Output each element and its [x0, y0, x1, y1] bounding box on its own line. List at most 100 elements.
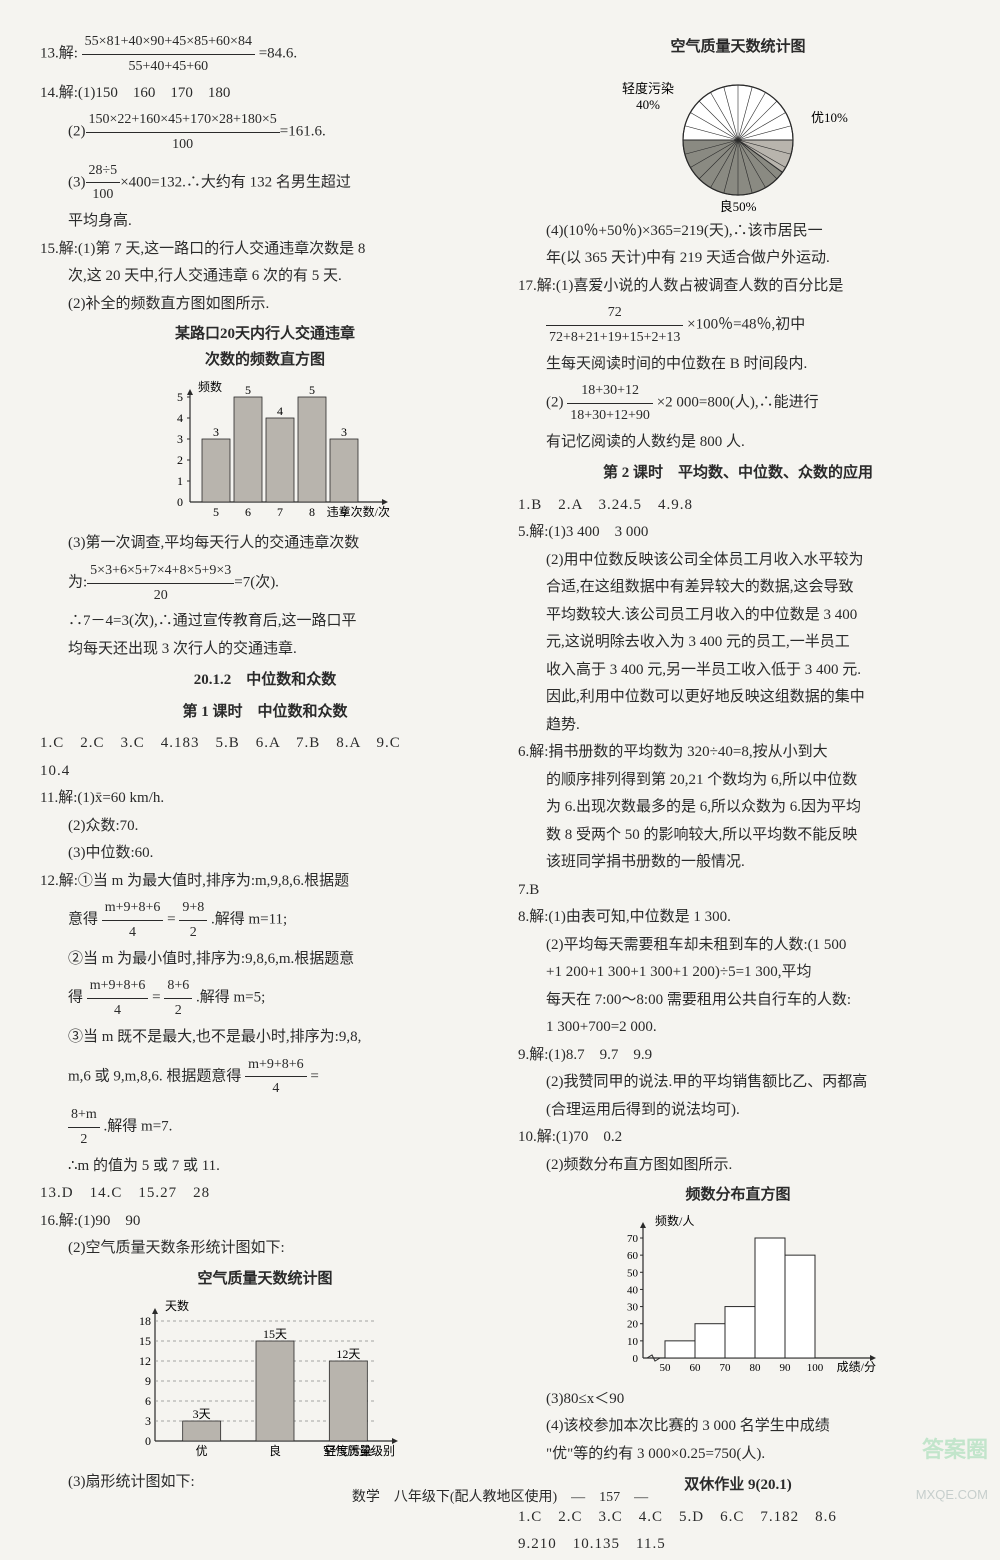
pie-title: 空气质量天数统计图 — [518, 35, 958, 61]
svg-text:70: 70 — [627, 1233, 639, 1245]
svg-text:8: 8 — [309, 505, 315, 519]
svg-text:12天: 12天 — [336, 1347, 360, 1361]
svg-text:3: 3 — [177, 432, 183, 446]
right-column: 空气质量天数统计图 轻度污染40%优10%良50% (4)(10％+50％)×3… — [518, 30, 958, 1560]
q10-l1: 10.解:(1)70 0.2 — [518, 1125, 958, 1151]
svg-text:9: 9 — [145, 1374, 151, 1388]
svg-text:60: 60 — [627, 1250, 639, 1262]
svg-text:优10%: 优10% — [811, 110, 848, 125]
svg-text:优: 优 — [196, 1444, 208, 1458]
q5-l5: 元,这说明除去收入为 3 400 元的员工,一半员工 — [518, 630, 958, 656]
svg-text:30: 30 — [627, 1301, 639, 1313]
watermark-logo: 答案圈 — [922, 1431, 988, 1468]
q10-l3: (3)80≤x＜90 — [518, 1387, 958, 1413]
svg-text:50: 50 — [627, 1267, 639, 1279]
q16-l1: 16.解:(1)90 90 — [40, 1209, 490, 1235]
svg-text:15天: 15天 — [263, 1327, 287, 1341]
svg-text:成绩/分: 成绩/分 — [837, 1360, 876, 1374]
q14-l2: (2)150×22+160×45+170×28+180×5100=161.6. — [40, 108, 490, 157]
q15-l1: 15.解:(1)第 7 天,这一路口的行人交通违章次数是 8 — [40, 237, 490, 263]
svg-text:0: 0 — [177, 495, 183, 509]
svg-text:5: 5 — [309, 383, 315, 397]
q17-l5: 有记忆阅读的人数约是 800 人. — [518, 430, 958, 456]
q15-l2: 次,这 20 天中,行人交通违章 6 次的有 5 天. — [40, 264, 490, 290]
svg-text:100: 100 — [807, 1362, 824, 1374]
q14-l3: (3)28÷5100×400=132.∴大约有 132 名男生超过 — [40, 159, 490, 208]
answers-2: 13.D 14.C 15.27 28 — [40, 1181, 490, 1207]
svg-text:1: 1 — [177, 474, 183, 488]
svg-text:轻度污染: 轻度污染 — [622, 81, 674, 96]
svg-text:4: 4 — [177, 411, 183, 425]
q9-l3: (合理运用后得到的说法均可). — [518, 1098, 958, 1124]
svg-text:违章次数/次: 违章次数/次 — [327, 504, 390, 519]
q8-l2: (2)平均每天需要租车却未租到车的人数:(1 500 — [518, 933, 958, 959]
q12-l6: m,6 或 9,m,8,6. 根据题意得 m+9+8+64 = — [40, 1053, 490, 1102]
q8-l3: +1 200+1 300+1 300+1 200)÷5=1 300,平均 — [518, 960, 958, 986]
svg-text:6: 6 — [245, 505, 251, 519]
svg-text:10: 10 — [627, 1336, 639, 1348]
q12-l1: 12.解:①当 m 为最大值时,排序为:m,9,8,6.根据题 — [40, 869, 490, 895]
svg-text:0: 0 — [633, 1353, 639, 1365]
page-footer: 数学 八年级下(配人教地区使用) — 157 — — [0, 1486, 1000, 1510]
q17-l4: (2) 18+30+1218+30+12+90 ×2 000=800(人),∴能… — [518, 379, 958, 428]
svg-text:3天: 3天 — [193, 1407, 211, 1421]
watermark-url: MXQE.COM — [916, 1484, 988, 1506]
q17-l1: 17.解:(1)喜爱小说的人数占被调查人数的百分比是 — [518, 274, 958, 300]
q15-l3: (2)补全的频数直方图如图所示. — [40, 292, 490, 318]
q13: 13.解: 55×81+40×90+45×85+60×84 55+40+45+6… — [40, 30, 490, 79]
q16-chart-title: 空气质量天数统计图 — [40, 1267, 490, 1293]
svg-text:90: 90 — [780, 1362, 792, 1374]
q11-l2: (2)众数:70. — [40, 814, 490, 840]
svg-text:7: 7 — [277, 505, 283, 519]
q13-frac: 55×81+40×90+45×85+60×84 55+40+45+60 — [82, 30, 255, 79]
q14-l4: 平均身高. — [40, 209, 490, 235]
q10-chart: 102030405060700频数/人5060708090100成绩/分 — [518, 1213, 958, 1383]
q12-l3: ②当 m 为最小值时,排序为:9,8,6,m.根据题意 — [40, 947, 490, 973]
q14-l1: 14.解:(1)150 160 170 180 — [40, 81, 490, 107]
svg-text:2: 2 — [177, 453, 183, 467]
q15-l6: ∴7－4=3(次),∴通过宣传教育后,这一路口平 — [40, 609, 490, 635]
q15-l4: (3)第一次调查,平均每天行人的交通违章次数 — [40, 531, 490, 557]
section-lesson2: 第 2 课时 平均数、中位数、众数的应用 — [518, 461, 958, 487]
q8-l1: 8.解:(1)由表可知,中位数是 1 300. — [518, 905, 958, 931]
q15-l7: 均每天还出现 3 次行人的交通违章. — [40, 637, 490, 663]
q7: 7.B — [518, 878, 958, 904]
q6-l2: 的顺序排列得到第 20,21 个数均为 6,所以中位数 — [518, 768, 958, 794]
svg-text:40: 40 — [627, 1284, 639, 1296]
q9-l1: 9.解:(1)8.7 9.7 9.9 — [518, 1043, 958, 1069]
q12-l4: 得 m+9+8+64 = 8+62 .解得 m=5; — [40, 974, 490, 1023]
q12-l7: 8+m2 .解得 m=7. — [40, 1103, 490, 1152]
q15-l5: 为:5×3+6×5+7×4+8×5+9×320=7(次). — [40, 559, 490, 608]
q10-l5: "优"等的约有 3 000×0.25=750(人). — [518, 1442, 958, 1468]
hw-answers-2: 9.210 10.135 11.5 — [518, 1532, 958, 1558]
q15-chart: 123450频数3556475839违章次数/次 — [40, 377, 490, 527]
svg-text:频数: 频数 — [198, 379, 222, 394]
q5-l6: 收入高于 3 400 元,另一半员工收入低于 3 400 元. — [518, 658, 958, 684]
q13-prefix: 13.解: — [40, 46, 78, 62]
q10-chart-title: 频数分布直方图 — [518, 1183, 958, 1209]
answers-1: 1.C 2.C 3.C 4.183 5.B 6.A 7.B 8.A 9.C — [40, 731, 490, 757]
q5-l4: 平均数较大.该公司员工月收入的中位数是 3 400 — [518, 603, 958, 629]
svg-text:3: 3 — [341, 425, 347, 439]
svg-text:5: 5 — [213, 505, 219, 519]
svg-text:60: 60 — [690, 1362, 702, 1374]
q17-l3: 生每天阅读时间的中位数在 B 时间段内. — [518, 352, 958, 378]
left-column: 13.解: 55×81+40×90+45×85+60×84 55+40+45+6… — [40, 30, 490, 1560]
section-20-1-2: 20.1.2 中位数和众数 — [40, 668, 490, 694]
svg-text:良: 良 — [269, 1443, 281, 1458]
svg-text:50: 50 — [660, 1362, 672, 1374]
svg-text:天数: 天数 — [165, 1298, 189, 1313]
q12-l5: ③当 m 既不是最大,也不是最小时,排序为:9,8, — [40, 1025, 490, 1051]
q6-l1: 6.解:捐书册数的平均数为 320÷40=8,按从小到大 — [518, 740, 958, 766]
q5-l3: 合适,在这组数据中有差异较大的数据,这会导致 — [518, 575, 958, 601]
svg-text:80: 80 — [750, 1362, 762, 1374]
q15-chart-title: 某路口20天内行人交通违章次数的频数直方图 — [40, 322, 490, 373]
q9-l2: (2)我赞同甲的说法.甲的平均销售额比乙、丙都高 — [518, 1070, 958, 1096]
q16-4b: 年(以 365 天计)中有 219 天适合做户外运动. — [518, 246, 958, 272]
svg-text:15: 15 — [139, 1334, 151, 1348]
svg-text:6: 6 — [145, 1394, 151, 1408]
q10-l4: (4)该校参加本次比赛的 3 000 名学生中成绩 — [518, 1414, 958, 1440]
q12-l8: ∴m 的值为 5 或 7 或 11. — [40, 1154, 490, 1180]
svg-text:12: 12 — [139, 1354, 151, 1368]
q6-l4: 数 8 受两个 50 的影响较大,所以平均数不能反映 — [518, 823, 958, 849]
